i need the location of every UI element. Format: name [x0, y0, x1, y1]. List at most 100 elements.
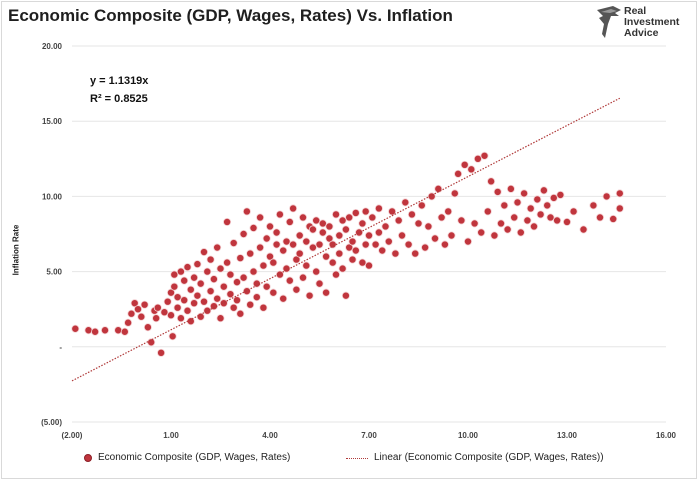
data-point [305, 291, 314, 300]
data-point [84, 326, 93, 335]
data-point [407, 210, 416, 219]
data-point [493, 187, 502, 196]
data-point [543, 201, 552, 210]
data-point [275, 270, 284, 279]
data-point [223, 217, 232, 226]
data-point [338, 264, 347, 273]
data-point [371, 240, 380, 249]
data-point [173, 293, 182, 302]
data-point [609, 214, 618, 223]
data-point [401, 198, 410, 207]
data-point [384, 237, 393, 246]
brand-line-3: Advice [624, 27, 659, 39]
x-tick-label: 16.00 [656, 431, 677, 440]
data-point [536, 210, 545, 219]
data-point [223, 258, 232, 267]
data-point [282, 237, 291, 246]
data-point [265, 222, 274, 231]
data-point [341, 225, 350, 234]
data-point [190, 273, 199, 282]
r-squared: R² = 0.8525 [90, 93, 148, 105]
brand-logo: Real Investment Advice [593, 4, 700, 44]
data-point [246, 249, 255, 258]
x-tick-label: 7.00 [361, 431, 377, 440]
data-point [358, 219, 367, 228]
data-points [71, 151, 624, 357]
data-point [203, 267, 212, 276]
data-point [539, 186, 548, 195]
chart-title: Economic Composite (GDP, Wages, Rates) V… [8, 6, 453, 25]
data-point [127, 309, 136, 318]
data-point [490, 231, 499, 240]
data-point [170, 282, 179, 291]
data-point [358, 258, 367, 267]
data-point [374, 228, 383, 237]
data-point [480, 151, 489, 160]
data-point [180, 296, 189, 305]
data-point [203, 306, 212, 315]
data-point [157, 348, 166, 357]
data-point [463, 237, 472, 246]
data-point [229, 239, 238, 248]
data-point [312, 267, 321, 276]
data-point [236, 309, 245, 318]
data-point [318, 219, 327, 228]
data-point [259, 261, 268, 270]
data-point [226, 270, 235, 279]
data-point [213, 243, 222, 252]
data-point [71, 324, 80, 333]
data-point [137, 312, 146, 321]
data-point [295, 231, 304, 240]
data-point [322, 288, 331, 297]
data-point [404, 240, 413, 249]
data-point [229, 303, 238, 312]
data-point [394, 216, 403, 225]
data-point [279, 294, 288, 303]
data-point [279, 246, 288, 255]
data-point [437, 213, 446, 222]
data-point [355, 228, 364, 237]
data-point [302, 261, 311, 270]
data-point [282, 264, 291, 273]
data-point [397, 231, 406, 240]
data-point [596, 213, 605, 222]
data-point [292, 255, 301, 264]
x-tick-label: 10.00 [458, 431, 479, 440]
data-point [473, 154, 482, 163]
data-point [140, 300, 149, 309]
data-point [516, 228, 525, 237]
data-point [556, 190, 565, 199]
data-point [206, 255, 215, 264]
y-tick-label: 15.00 [42, 117, 63, 126]
data-point [487, 177, 496, 186]
legend-line-icon [346, 458, 368, 459]
y-tick-label: 10.00 [42, 192, 63, 201]
data-point [361, 240, 370, 249]
data-point [374, 204, 383, 213]
data-point [143, 323, 152, 332]
data-point [285, 276, 294, 285]
data-point [417, 201, 426, 210]
data-point [424, 222, 433, 231]
data-point [226, 290, 235, 299]
y-tick-label: - [59, 343, 62, 352]
data-point [193, 291, 202, 300]
data-point [124, 318, 133, 327]
data-point [496, 219, 505, 228]
data-point [295, 249, 304, 258]
data-point [269, 288, 278, 297]
data-point [520, 189, 529, 198]
data-point [308, 243, 317, 252]
eagle-logo-icon [597, 6, 621, 38]
data-point [252, 279, 261, 288]
x-tick-label: 13.00 [557, 431, 578, 440]
data-point [477, 228, 486, 237]
data-point [232, 296, 241, 305]
data-point [298, 213, 307, 222]
data-point [549, 193, 558, 202]
brand-line-1: Real [624, 5, 647, 17]
legend-label-scatter: Economic Composite (GDP, Wages, Rates) [98, 452, 291, 463]
data-point [152, 314, 161, 323]
y-tick-label: 5.00 [46, 268, 62, 277]
data-point [209, 302, 218, 311]
